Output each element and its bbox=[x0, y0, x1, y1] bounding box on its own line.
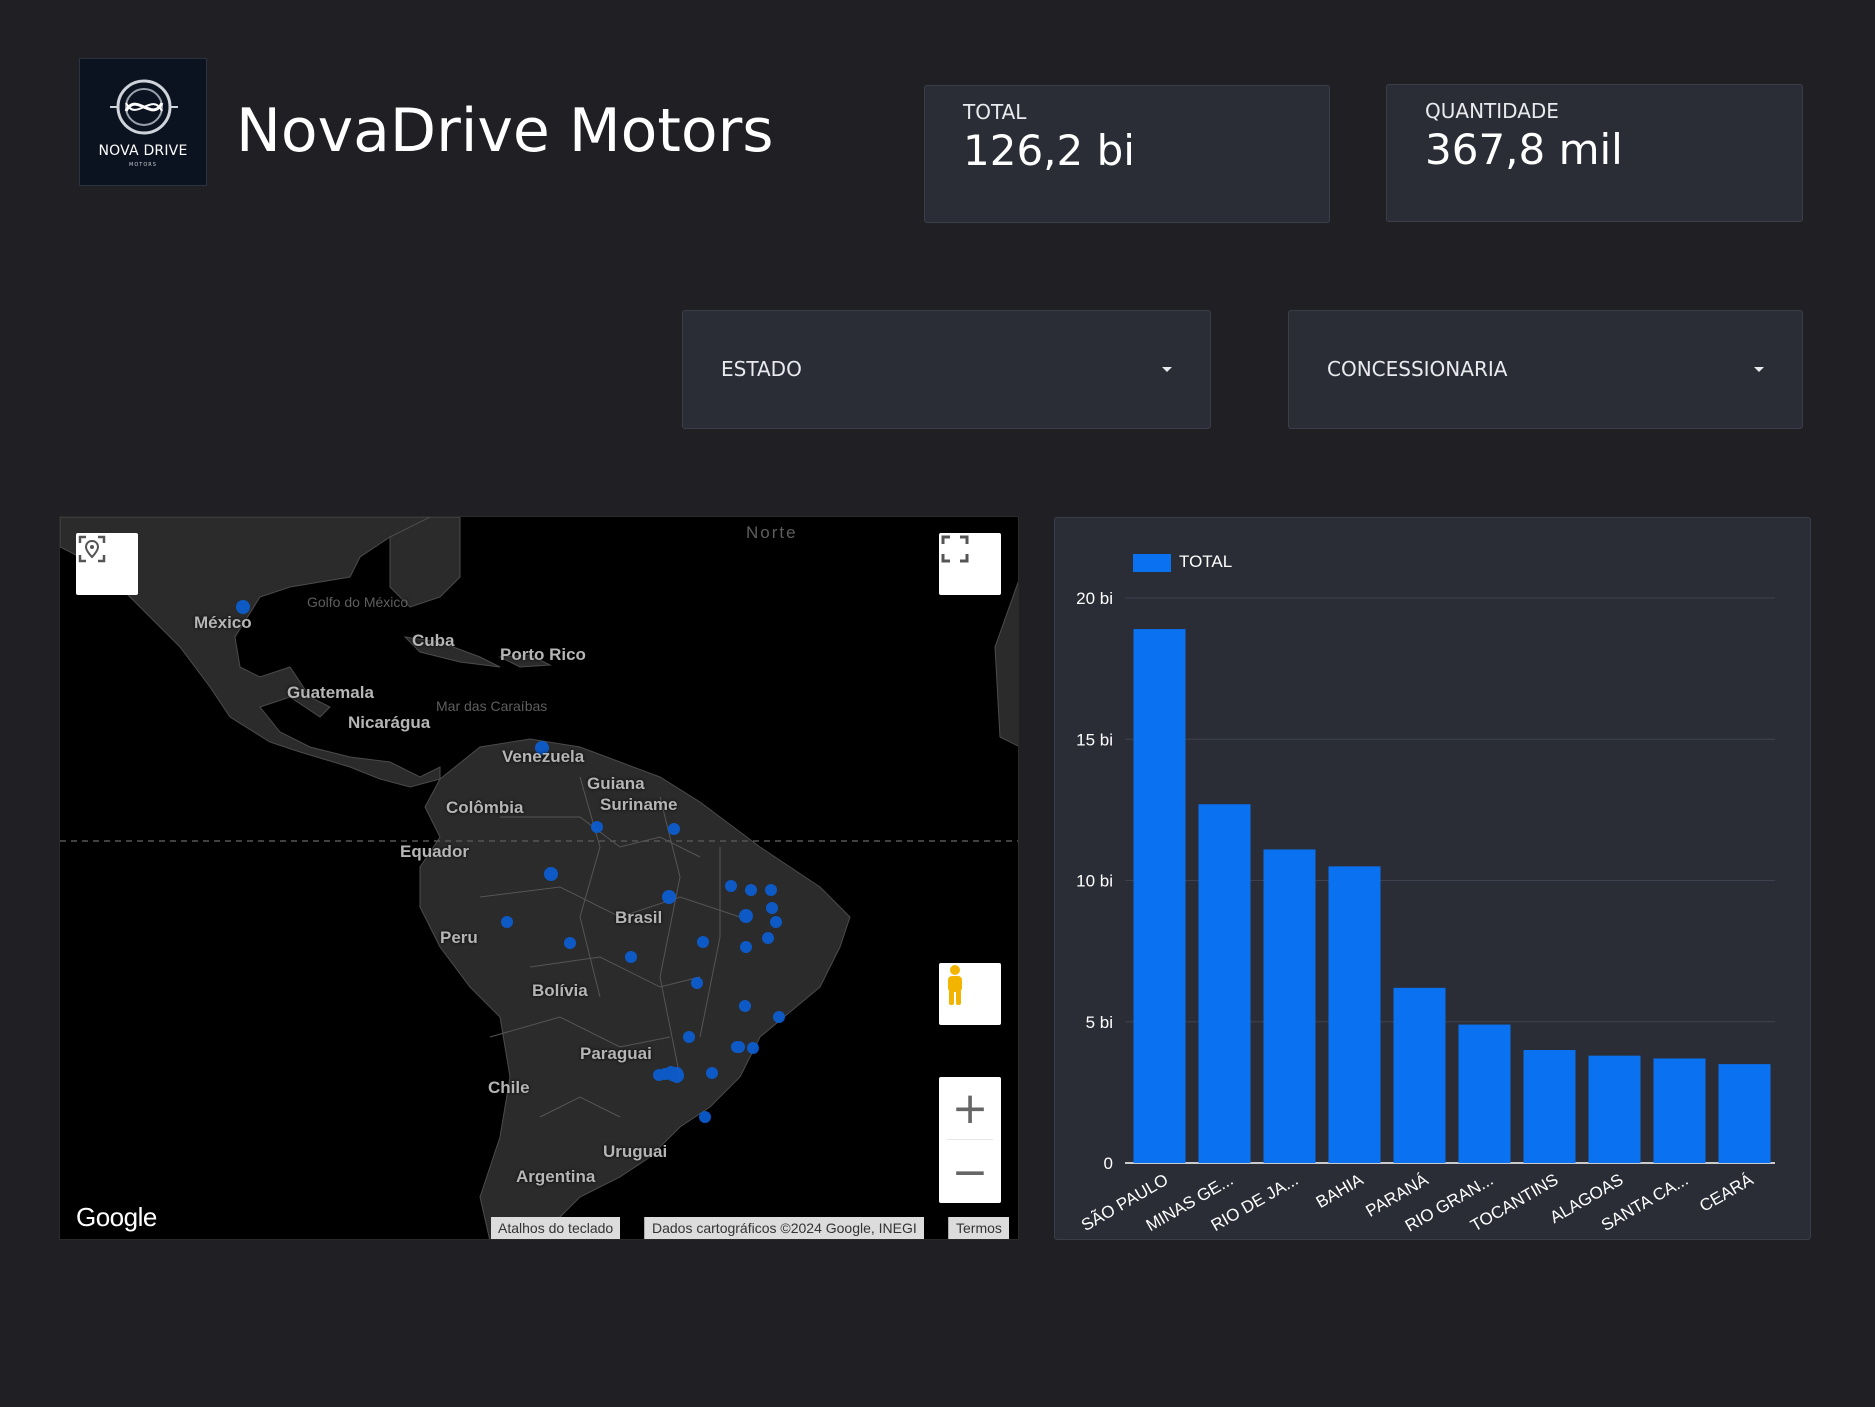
map-label-venezuela: Venezuela bbox=[502, 747, 585, 766]
fullscreen-icon bbox=[941, 535, 969, 563]
google-logo: Google bbox=[76, 1202, 157, 1232]
zoom-out-button[interactable]: − bbox=[951, 1146, 989, 1198]
locate-button[interactable] bbox=[76, 533, 138, 595]
concessionaria-filter-dropdown[interactable]: CONCESSIONARIA bbox=[1288, 310, 1803, 429]
bar bbox=[1263, 849, 1316, 1163]
map-label-porto-rico: Porto Rico bbox=[500, 645, 586, 664]
map-label-bolivia: Bolívia bbox=[532, 981, 588, 1000]
map-label-guatemala: Guatemala bbox=[287, 683, 374, 702]
sales-markers[interactable] bbox=[236, 600, 785, 1123]
dropdown-label: ESTADO bbox=[721, 357, 802, 381]
zoom-controls: + − bbox=[939, 1077, 1001, 1203]
logo-subtext: MOTORS bbox=[129, 162, 157, 168]
map-label-mexico: México bbox=[194, 613, 252, 632]
map-data-attribution[interactable]: Dados cartográficos ©2024 Google, INEGI bbox=[644, 1217, 924, 1239]
kpi-label: TOTAL bbox=[963, 100, 1027, 124]
x-tick-label: BAHIA bbox=[1313, 1170, 1367, 1212]
dropdown-label: CONCESSIONARIA bbox=[1327, 357, 1508, 381]
zoom-in-button[interactable]: + bbox=[951, 1082, 989, 1134]
map-label-argentina: Argentina bbox=[516, 1167, 596, 1186]
sales-map[interactable]: Norte Golfo do México Mar das Caraíbas M… bbox=[59, 516, 1019, 1240]
y-tick-label: 20 bi bbox=[1076, 589, 1113, 608]
bar bbox=[1133, 629, 1186, 1163]
bar bbox=[1718, 1064, 1771, 1163]
caret-down-icon bbox=[1162, 367, 1172, 372]
page-title: NovaDrive Motors bbox=[236, 96, 774, 166]
locate-icon bbox=[78, 535, 106, 563]
kpi-card-quantidade: QUANTIDADE 367,8 mil bbox=[1386, 84, 1803, 222]
map-label-cuba: Cuba bbox=[412, 631, 455, 650]
legend-label: TOTAL bbox=[1179, 552, 1233, 571]
map-label-equador: Equador bbox=[400, 842, 469, 861]
logo-text: NOVA DRIVE bbox=[98, 143, 188, 159]
map-label-colombia: Colômbia bbox=[446, 798, 524, 817]
kpi-value: 367,8 mil bbox=[1425, 125, 1623, 174]
bar bbox=[1328, 866, 1381, 1163]
map-label-brasil: Brasil bbox=[615, 908, 663, 927]
bar bbox=[1653, 1058, 1706, 1163]
zoom-divider bbox=[947, 1139, 993, 1140]
kpi-label: QUANTIDADE bbox=[1425, 99, 1559, 123]
map-label-guiana: Guiana bbox=[587, 774, 645, 793]
bar bbox=[1588, 1055, 1641, 1163]
y-tick-label: 0 bbox=[1104, 1154, 1113, 1173]
x-tick-label: CEARÁ bbox=[1696, 1170, 1757, 1216]
y-tick-label: 15 bi bbox=[1076, 730, 1113, 749]
map-label-paraguai: Paraguai bbox=[580, 1044, 652, 1063]
bar bbox=[1458, 1024, 1511, 1163]
map-label-nicaragua: Nicarágua bbox=[348, 713, 431, 732]
pegman-icon bbox=[948, 965, 962, 1005]
kpi-card-total: TOTAL 126,2 bi bbox=[924, 85, 1330, 223]
map-label-chile: Chile bbox=[488, 1078, 530, 1097]
estado-filter-dropdown[interactable]: ESTADO bbox=[682, 310, 1211, 429]
caret-down-icon bbox=[1754, 367, 1764, 372]
logo-emblem-icon bbox=[110, 79, 178, 135]
map-label-peru: Peru bbox=[440, 928, 478, 947]
legend-swatch bbox=[1133, 554, 1171, 572]
terms-link[interactable]: Termos bbox=[948, 1217, 1009, 1239]
y-tick-label: 5 bi bbox=[1086, 1013, 1113, 1032]
map-label-norte: Norte bbox=[746, 523, 798, 542]
bar bbox=[1393, 987, 1446, 1163]
map-label-caribe: Mar das Caraíbas bbox=[436, 698, 548, 714]
bar bbox=[1523, 1050, 1576, 1163]
kpi-value: 126,2 bi bbox=[963, 126, 1135, 175]
y-tick-label: 10 bi bbox=[1076, 872, 1113, 891]
map-label-golfo: Golfo do México bbox=[307, 594, 409, 610]
map-label-uruguai: Uruguai bbox=[603, 1142, 668, 1161]
fullscreen-button[interactable] bbox=[939, 533, 1001, 595]
keyboard-shortcuts-link[interactable]: Atalhos do teclado bbox=[491, 1217, 621, 1239]
map-label-suriname: Suriname bbox=[600, 795, 678, 814]
bar bbox=[1198, 804, 1251, 1163]
street-view-button[interactable] bbox=[939, 963, 1001, 1025]
brand-logo: NOVA DRIVE MOTORS bbox=[79, 58, 207, 186]
map-canvas bbox=[60, 517, 1018, 1239]
